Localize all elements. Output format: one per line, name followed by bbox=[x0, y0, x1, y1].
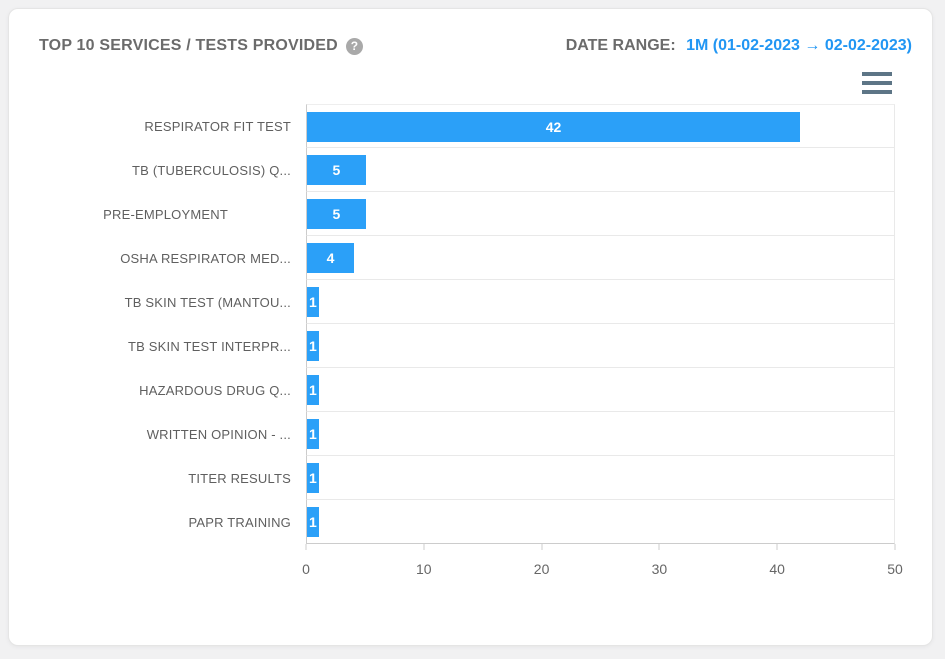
axis-tick bbox=[894, 544, 896, 550]
plot-row: 1 bbox=[306, 412, 895, 456]
axis-tick-label: 20 bbox=[533, 561, 550, 577]
chart-row: PAPR TRAINING 1 bbox=[9, 500, 895, 544]
chart-row: OSHA RESPIRATOR MED... 4 bbox=[9, 236, 895, 280]
chart-title-group: TOP 10 SERVICES / TESTS PROVIDED ? bbox=[39, 37, 363, 55]
category-label: HAZARDOUS DRUG Q... bbox=[139, 382, 291, 398]
hamburger-line bbox=[862, 72, 892, 76]
bar-value-label: 4 bbox=[326, 250, 335, 266]
date-range: DATE RANGE: 1M (01-02-2023 → 02-02-2023) bbox=[566, 37, 912, 55]
bar[interactable]: 5 bbox=[307, 199, 366, 229]
axis-tick bbox=[305, 544, 307, 550]
bar-value-label: 1 bbox=[308, 294, 317, 310]
bar[interactable]: 5 bbox=[307, 155, 366, 185]
chart-row: TITER RESULTS 1 bbox=[9, 456, 895, 500]
axis-tick-label: 30 bbox=[651, 561, 668, 577]
bar[interactable]: 1 bbox=[307, 375, 319, 405]
axis-tick-label: 40 bbox=[769, 561, 785, 577]
bar-value-label: 1 bbox=[308, 514, 317, 530]
plot-row: 1 bbox=[306, 368, 895, 412]
category-label: PRE-EMPLOYMENT bbox=[103, 206, 228, 222]
bar-chart: RESPIRATOR FIT TEST 42 TB (TUBERCULOSIS) Q… bbox=[9, 104, 903, 589]
chart-row: WRITTEN OPINION - ... 1 bbox=[9, 412, 895, 456]
axis-tick bbox=[776, 544, 778, 550]
bar[interactable]: 4 bbox=[307, 243, 354, 273]
chart-row: TB (TUBERCULOSIS) Q... 5 bbox=[9, 148, 895, 192]
axis-tick-label: 10 bbox=[416, 561, 432, 577]
bar-value-label: 5 bbox=[332, 162, 341, 178]
x-axis: 0 10 20 30 40 50 bbox=[302, 544, 903, 589]
chart-rows: RESPIRATOR FIT TEST 42 TB (TUBERCULOSIS) Q… bbox=[9, 104, 895, 544]
chart-row: PRE-EMPLOYMENT 5 bbox=[9, 192, 895, 236]
plot-row: 5 bbox=[306, 148, 895, 192]
plot-row: 42 bbox=[306, 104, 895, 148]
plot-row: 1 bbox=[306, 500, 895, 544]
bar-value-label: 1 bbox=[308, 382, 317, 398]
category-label: RESPIRATOR FIT TEST bbox=[144, 118, 291, 134]
category-label: TB SKIN TEST INTERPR... bbox=[127, 338, 291, 354]
plot-row: 1 bbox=[306, 324, 895, 368]
plot-row: 5 bbox=[306, 192, 895, 236]
help-icon[interactable]: ? bbox=[345, 37, 363, 55]
bar[interactable]: 1 bbox=[307, 287, 319, 317]
chart-row: TB SKIN TEST INTERPR... 1 bbox=[9, 324, 895, 368]
bar-value-label: 1 bbox=[308, 470, 317, 486]
date-range-label: DATE RANGE: bbox=[565, 37, 676, 54]
bar-value-label: 1 bbox=[308, 426, 317, 442]
category-label: WRITTEN OPINION - ... bbox=[146, 426, 291, 442]
category-label: PAPR TRAINING bbox=[188, 514, 291, 530]
chart-row: RESPIRATOR FIT TEST 42 bbox=[9, 104, 895, 148]
bar-value-label: 1 bbox=[308, 338, 317, 354]
category-label: OSHA RESPIRATOR MED... bbox=[120, 250, 291, 266]
date-range-value[interactable]: 1M (01-02-2023 → 02-02-2023) bbox=[686, 37, 912, 54]
hamburger-line bbox=[862, 90, 892, 94]
category-label: TB (TUBERCULOSIS) Q... bbox=[132, 162, 291, 178]
chart-title: TOP 10 SERVICES / TESTS PROVIDED bbox=[39, 37, 338, 54]
axis-tick bbox=[658, 544, 660, 550]
hamburger-menu-icon[interactable] bbox=[862, 72, 892, 94]
chart-card: TOP 10 SERVICES / TESTS PROVIDED ? DATE … bbox=[8, 8, 933, 646]
bar[interactable]: 1 bbox=[307, 463, 319, 493]
plot-row: 4 bbox=[306, 236, 895, 280]
category-label: TITER RESULTS bbox=[188, 470, 291, 486]
bar[interactable]: 1 bbox=[307, 331, 319, 361]
bar[interactable]: 1 bbox=[307, 507, 319, 537]
chart-row: HAZARDOUS DRUG Q... 1 bbox=[9, 368, 895, 412]
bar[interactable]: 1 bbox=[307, 419, 319, 449]
plot-row: 1 bbox=[306, 456, 895, 500]
hamburger-line bbox=[862, 81, 892, 85]
axis-tick-label: 0 bbox=[302, 561, 310, 577]
bar[interactable]: 42 bbox=[307, 112, 801, 142]
bar-value-label: 5 bbox=[332, 206, 341, 222]
chart-row: TB SKIN TEST (MANTOU... 1 bbox=[9, 280, 895, 324]
category-label: TB SKIN TEST (MANTOU... bbox=[124, 294, 291, 310]
axis-tick bbox=[541, 544, 543, 550]
bar-value-label: 42 bbox=[545, 119, 562, 135]
plot-row: 1 bbox=[306, 280, 895, 324]
axis-tick-label: 50 bbox=[887, 561, 903, 577]
axis-tick bbox=[423, 544, 425, 550]
